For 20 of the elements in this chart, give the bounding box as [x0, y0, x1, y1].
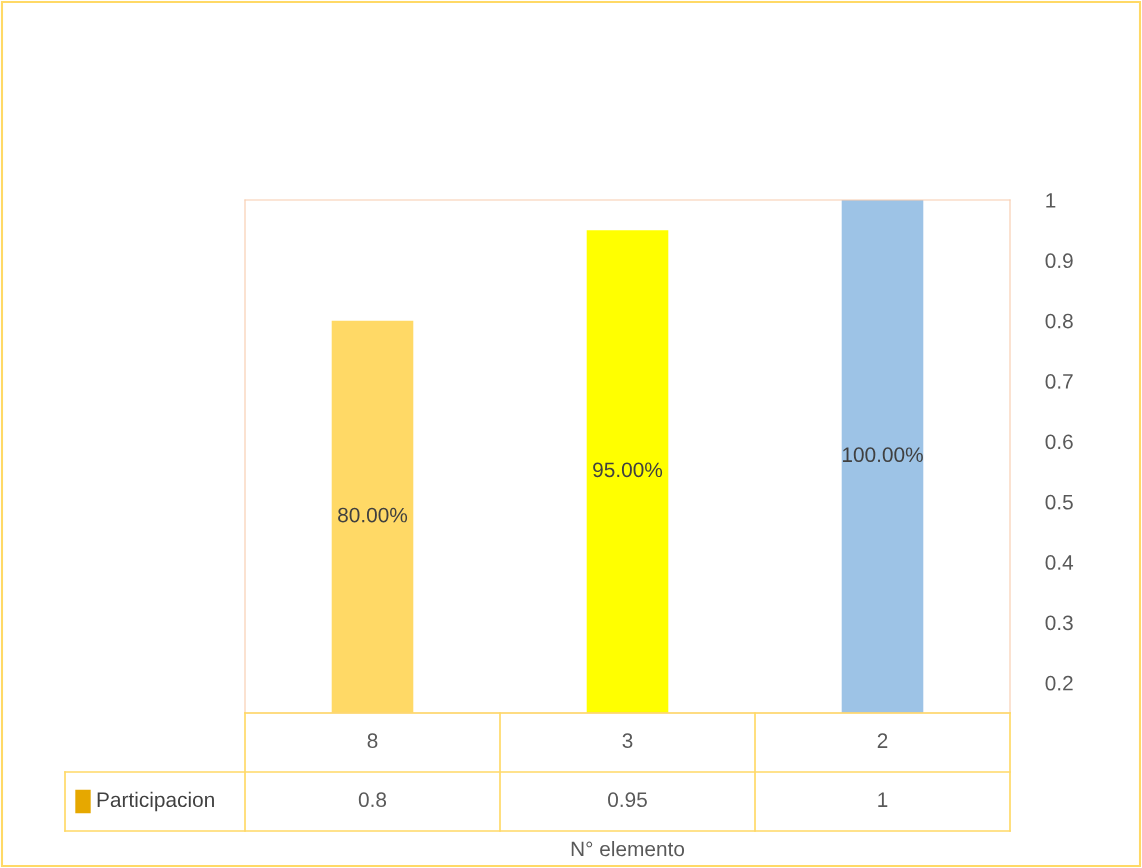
y-tick-label: 0.5	[1045, 494, 1073, 510]
data-label: 100.00%	[842, 447, 923, 463]
y-tick-label: 0.7	[1045, 374, 1073, 389]
x-tick-label: 2	[877, 733, 888, 748]
y-tick-label: 0.2	[1045, 675, 1073, 691]
data-label: 80.00%	[338, 507, 408, 523]
y-tick-label: 0.3	[1045, 615, 1073, 631]
y-tick-label: 0.4	[1045, 555, 1074, 570]
text: 0.8	[358, 792, 387, 808]
x-tick-label: 3	[622, 733, 633, 749]
x-tick-label: 8	[367, 733, 378, 749]
x-axis-title: N° elemento	[571, 841, 685, 857]
y-tick-label: 1	[1046, 193, 1056, 208]
text: Participacion	[97, 791, 214, 812]
y-tick-label: 0.6	[1045, 434, 1073, 450]
y-tick-label: 0.9	[1045, 253, 1073, 269]
data-label: 95.00%	[593, 462, 663, 478]
y-tick-label: 0.8	[1045, 313, 1073, 329]
text: 0.95	[608, 792, 647, 808]
text: 1	[878, 792, 888, 807]
